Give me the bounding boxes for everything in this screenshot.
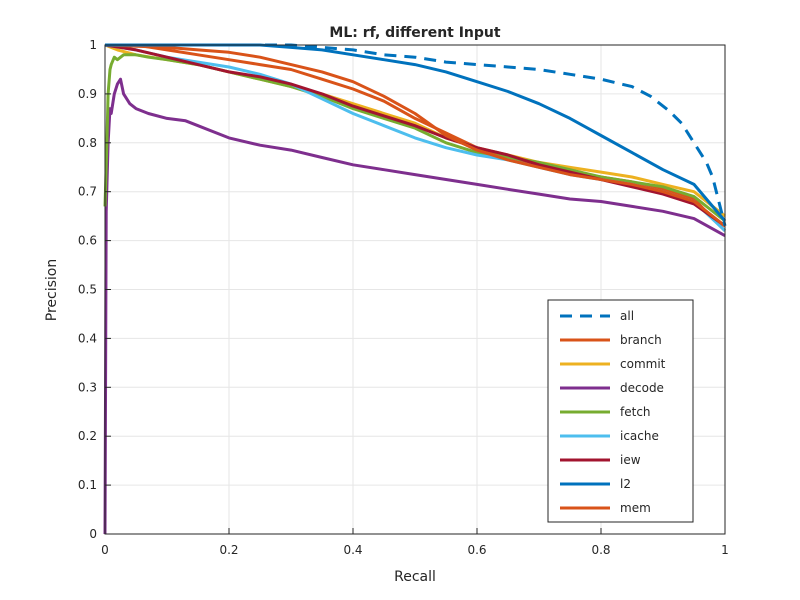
series-line-fetch bbox=[103, 53, 726, 223]
y-axis-label: Precision bbox=[44, 259, 60, 321]
y-tick-label: 0.5 bbox=[78, 283, 97, 297]
x-tick-label: 0 bbox=[101, 543, 109, 557]
x-tick-label: 0.8 bbox=[591, 543, 610, 557]
legend-label-fetch: fetch bbox=[620, 405, 651, 419]
y-tick-label: 0.2 bbox=[78, 429, 97, 443]
y-tick-label: 0.7 bbox=[78, 185, 97, 199]
x-tick-label: 0.4 bbox=[343, 543, 362, 557]
legend-label-decode: decode bbox=[620, 381, 664, 395]
x-axis-label: Recall bbox=[394, 569, 436, 585]
y-tick-label: 0.1 bbox=[78, 478, 97, 492]
series-line-iew bbox=[104, 43, 726, 228]
legend-label-l2: l2 bbox=[620, 477, 631, 491]
legend-label-iew: iew bbox=[620, 453, 641, 467]
legend-label-branch: branch bbox=[620, 333, 662, 347]
y-tick-label: 0 bbox=[89, 527, 97, 541]
legend-label-icache: icache bbox=[620, 429, 659, 443]
series-line-mem bbox=[104, 43, 726, 228]
x-tick-label: 1 bbox=[721, 543, 729, 557]
chart-title: ML: rf, different Input bbox=[329, 25, 501, 41]
series-line-all bbox=[105, 43, 727, 227]
y-tick-label: 0.6 bbox=[78, 234, 97, 248]
legend-label-mem: mem bbox=[620, 501, 651, 515]
x-tick-label: 0.2 bbox=[219, 543, 238, 557]
x-tick-label: 0.6 bbox=[467, 543, 486, 557]
legend: all branch commit decode fetch icache iew l2 mem bbox=[547, 299, 694, 523]
y-tick-label: 0.8 bbox=[78, 136, 97, 150]
legend-label-all: all bbox=[620, 309, 634, 323]
y-tick-label: 0.4 bbox=[78, 331, 97, 345]
legend-label-commit: commit bbox=[620, 357, 666, 371]
y-tick-label: 0.3 bbox=[78, 380, 97, 394]
y-tick-label: 1 bbox=[89, 38, 97, 52]
series-line-decode bbox=[103, 77, 726, 535]
y-tick-label: 0.9 bbox=[78, 87, 97, 101]
axis-ticks: 0 0.2 0.4 0.6 0.8 1 0 0.1 0.2 0.3 0.4 0.5 0.6 0.7 0.8 0… bbox=[78, 38, 729, 557]
